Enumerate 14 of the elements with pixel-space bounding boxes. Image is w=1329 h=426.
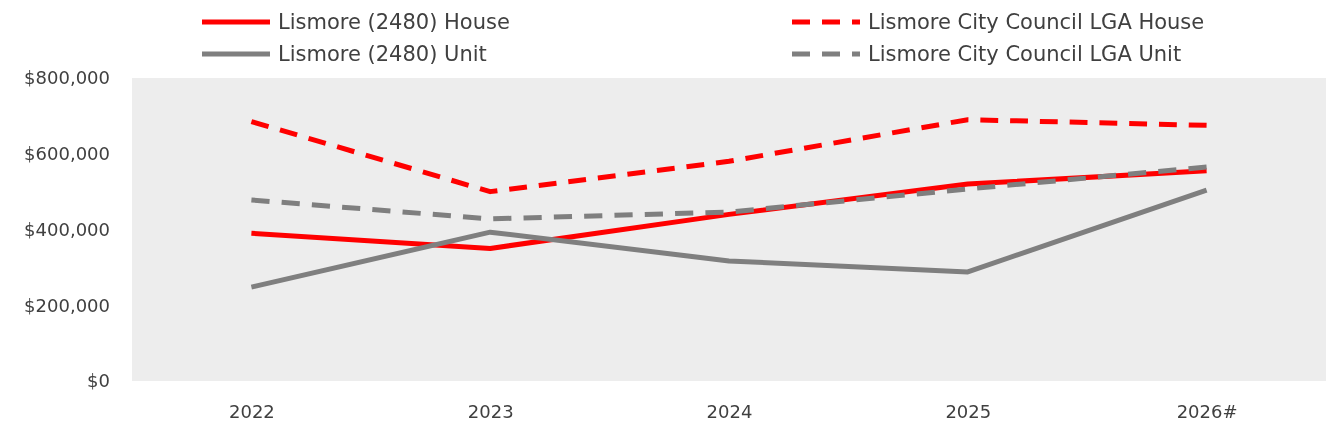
y-tick-label: $600,000: [24, 143, 110, 165]
x-tick-label: 2023: [467, 400, 514, 422]
x-tick-label: 2024: [706, 400, 753, 422]
y-tick-label: $0: [87, 370, 110, 392]
legend-label: Lismore (2480) House: [278, 10, 510, 34]
x-tick-label: 2025: [945, 400, 992, 422]
x-tick-label: 2026#: [1176, 400, 1238, 422]
y-tick-label: $200,000: [24, 294, 110, 316]
y-tick-label: $400,000: [24, 218, 110, 240]
y-tick-label: $800,000: [24, 67, 110, 89]
legend-label: Lismore City Council LGA House: [868, 10, 1205, 34]
legend-label: Lismore (2480) Unit: [278, 42, 487, 66]
x-tick-label: 2022: [228, 400, 275, 422]
legend-label: Lismore City Council LGA Unit: [868, 42, 1182, 66]
